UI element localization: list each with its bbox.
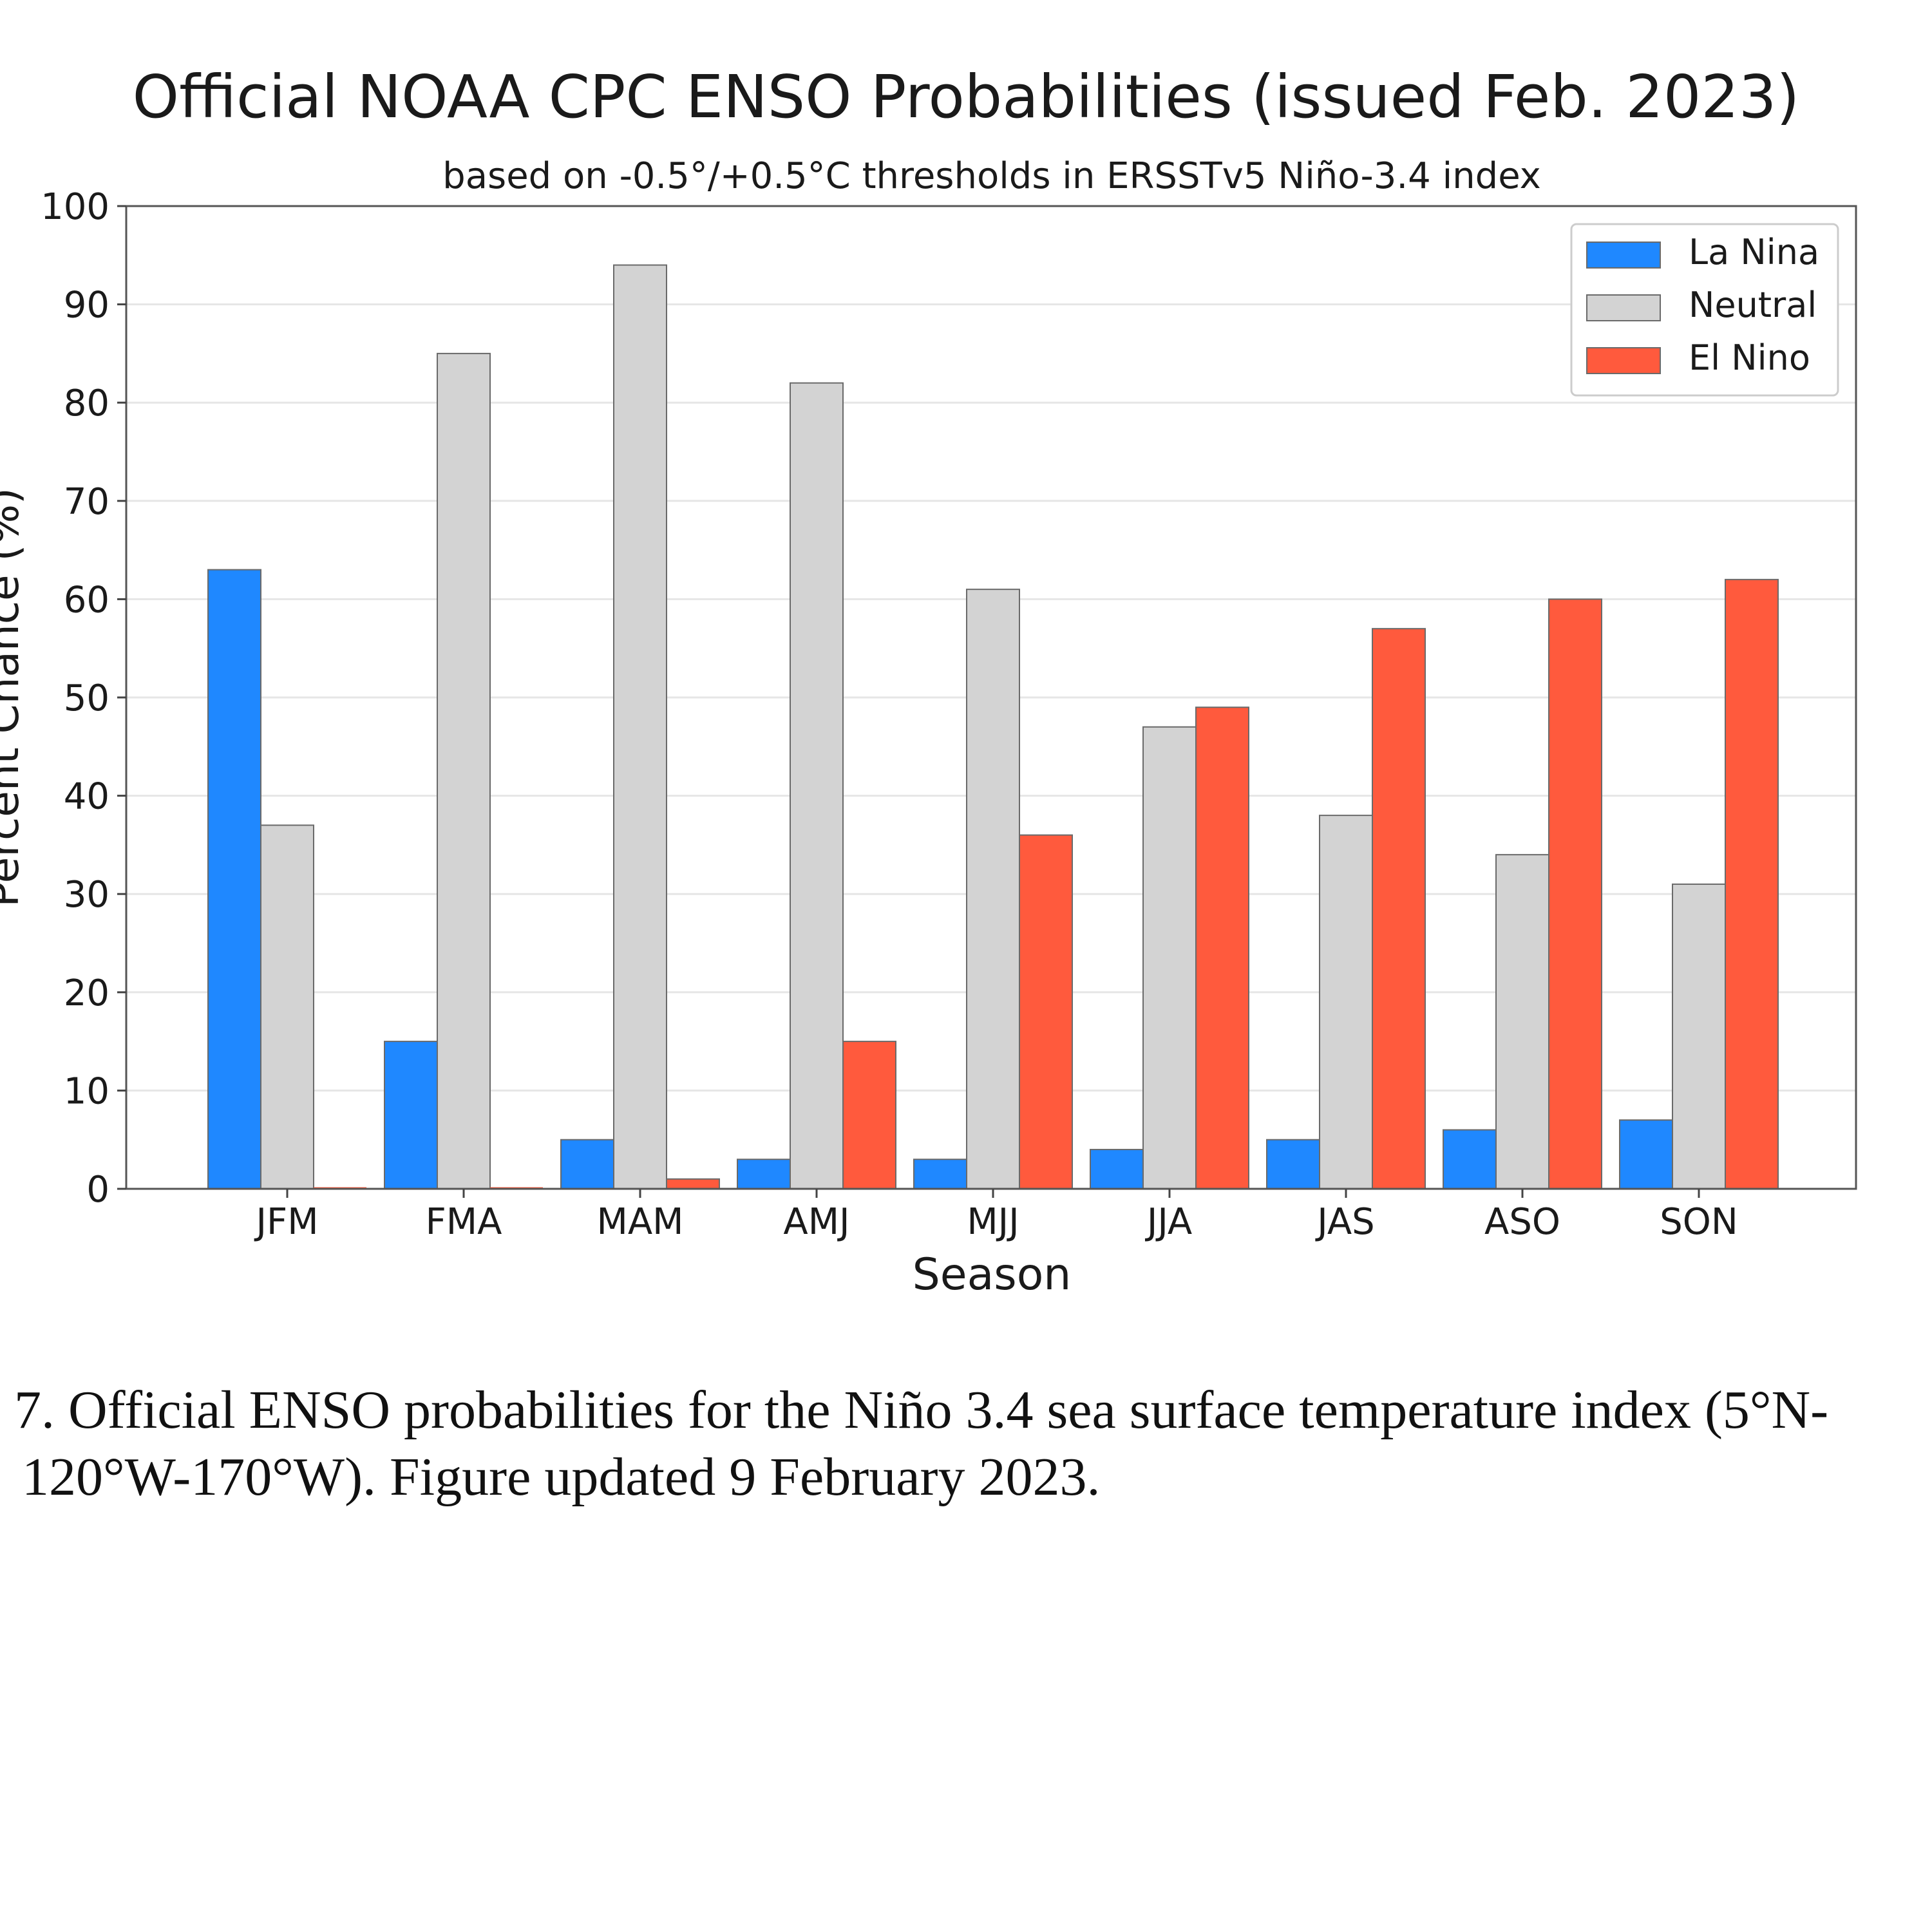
bar-la-nina-jfm	[207, 569, 261, 1189]
bar-el-nino-mam	[666, 1178, 720, 1189]
x-tick-label: AMJ	[783, 1201, 849, 1243]
y-tick-label: 100	[41, 186, 109, 228]
x-axis-ticks: JFM FMA MAM AMJ MJJ JJA JAS ASO SON	[254, 1189, 1738, 1243]
legend-swatch	[1586, 347, 1661, 374]
legend-swatch	[1586, 242, 1661, 269]
x-tick-label: FMA	[426, 1201, 502, 1243]
enso-probability-chart: Official NOAA CPC ENSO Probabilities (is…	[0, 62, 1857, 1300]
x-tick-label: JFM	[254, 1201, 318, 1243]
bar-el-nino-amj	[842, 1041, 896, 1189]
x-tick-label: MAM	[597, 1201, 684, 1243]
bar-la-nina-aso	[1443, 1129, 1497, 1189]
legend-swatch	[1586, 294, 1661, 321]
bar-el-nino-jja	[1195, 706, 1249, 1189]
bar-neutral-mjj	[966, 589, 1020, 1189]
bar-la-nina-mam	[560, 1139, 614, 1189]
bar-neutral-jas	[1319, 815, 1373, 1189]
chart-title: Official NOAA CPC ENSO Probabilities (is…	[133, 62, 1800, 131]
bar-el-nino-son	[1725, 578, 1779, 1189]
bar-la-nina-amj	[737, 1159, 791, 1189]
x-tick-label: ASO	[1484, 1201, 1560, 1243]
bar-neutral-mam	[613, 264, 667, 1189]
y-tick-label: 10	[64, 1070, 109, 1112]
bar-el-nino-mjj	[1019, 834, 1073, 1189]
bar-la-nina-jas	[1266, 1139, 1320, 1189]
legend-label: El Nino	[1689, 337, 1810, 378]
bar-la-nina-jja	[1090, 1148, 1144, 1189]
x-tick-label: JJA	[1145, 1201, 1192, 1243]
y-tick-label: 40	[64, 776, 109, 818]
y-tick-label: 50	[64, 677, 109, 719]
bar-neutral-aso	[1495, 854, 1549, 1190]
y-tick-label: 70	[64, 481, 109, 523]
legend-label: Neutral	[1689, 285, 1817, 325]
y-tick-label: 80	[64, 383, 109, 424]
bar-la-nina-mjj	[913, 1159, 967, 1189]
x-tick-label: JAS	[1315, 1201, 1374, 1243]
bar-neutral-amj	[790, 382, 844, 1189]
bar-neutral-jja	[1142, 726, 1197, 1189]
legend: La Nina Neutral El Nino	[1570, 223, 1839, 397]
bar-la-nina-fma	[384, 1041, 438, 1189]
y-tick-label: 90	[64, 285, 109, 327]
caption-line-2: 120°W-170°W). Figure updated 9 February …	[22, 1447, 1101, 1507]
legend-label: La Nina	[1689, 232, 1819, 272]
bar-el-nino-aso	[1548, 598, 1602, 1189]
chart-subtitle: based on -0.5°/+0.5°C thresholds in ERSS…	[442, 155, 1541, 197]
figure-caption: 7. Official ENSO probabilities for the N…	[14, 1377, 1920, 1511]
y-axis-label: Percent Chance (%)	[0, 488, 28, 907]
bars	[207, 264, 1779, 1190]
y-tick-label: 60	[64, 579, 109, 621]
bar-neutral-jfm	[260, 824, 314, 1189]
bar-neutral-son	[1672, 883, 1726, 1189]
bar-el-nino-jas	[1372, 628, 1426, 1189]
y-tick-label: 20	[64, 972, 109, 1014]
y-tick-label: 0	[86, 1169, 109, 1211]
x-tick-label: MJJ	[967, 1201, 1019, 1243]
bar-neutral-fma	[437, 352, 491, 1189]
caption-line-1: 7. Official ENSO probabilities for the N…	[14, 1380, 1829, 1440]
bar-la-nina-son	[1619, 1119, 1673, 1190]
y-axis-ticks: 0 10 20 30 40 50 60 70 80 90 100	[41, 186, 126, 1211]
x-axis-label: Season	[913, 1249, 1072, 1300]
y-tick-label: 30	[64, 874, 109, 916]
x-tick-label: SON	[1660, 1201, 1738, 1243]
